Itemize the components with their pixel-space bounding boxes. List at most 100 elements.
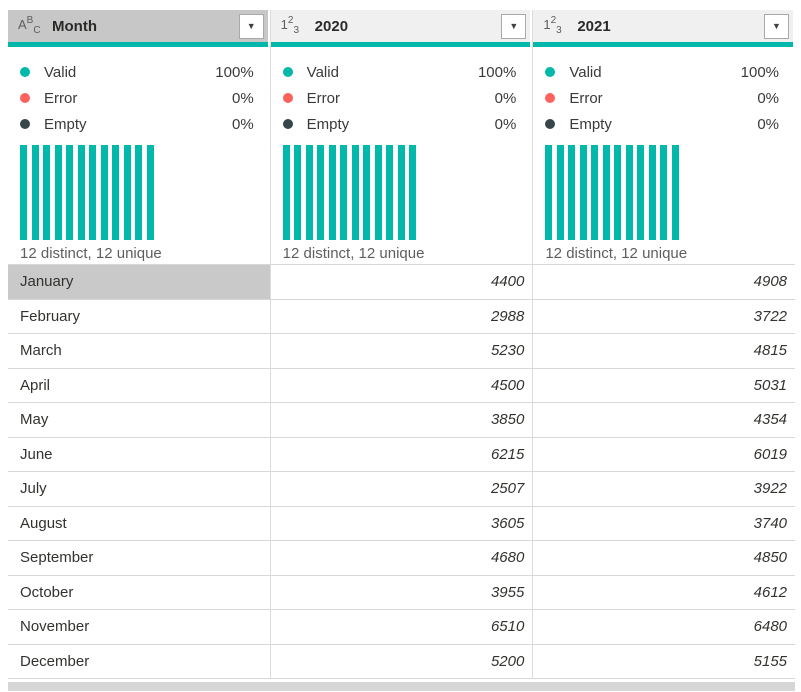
quality-label: Empty bbox=[306, 115, 350, 133]
value-distribution-chart[interactable] bbox=[545, 145, 795, 240]
filter-dropdown-button[interactable]: ▼ bbox=[764, 13, 790, 39]
quality-row: Valid 100% bbox=[8, 59, 270, 85]
distinct-unique-note: 12 distinct, 12 unique bbox=[20, 245, 162, 262]
value-distribution-chart[interactable] bbox=[282, 145, 533, 240]
value-cell-2021[interactable]: 6019 bbox=[533, 438, 796, 472]
status-dot-icon bbox=[282, 67, 293, 77]
value-cell-2020[interactable]: 6510 bbox=[270, 610, 533, 645]
column-accent-bar bbox=[8, 42, 270, 47]
distribution-bar bbox=[351, 145, 359, 240]
month-cell[interactable]: June bbox=[8, 438, 270, 472]
value-cells-2020: 4400 2988 5230 4500 3850 6215 2507 3605 4680 3955… bbox=[270, 264, 533, 679]
quality-list: Valid 100% Error 0% Empty 0% bbox=[8, 47, 270, 137]
quality-row: Error 0% bbox=[533, 85, 795, 111]
value-cell-2021[interactable]: 4612 bbox=[533, 576, 796, 610]
value-cell-2020[interactable]: 5200 bbox=[270, 645, 533, 679]
value-cell-2021[interactable]: 4850 bbox=[533, 541, 796, 576]
value-cell-2021[interactable]: 3740 bbox=[533, 507, 796, 541]
value-cell-2020[interactable]: 2507 bbox=[270, 472, 533, 507]
distribution-bar bbox=[363, 145, 371, 240]
value-cell-2020[interactable]: 3605 bbox=[270, 507, 533, 541]
value-cell-2021[interactable]: 5155 bbox=[533, 645, 796, 679]
value-cell-2021[interactable]: 3722 bbox=[533, 300, 796, 334]
quality-label: Valid bbox=[306, 63, 339, 81]
quality-percent: 0% bbox=[231, 89, 254, 107]
value-cell-2021[interactable]: 5031 bbox=[533, 369, 796, 403]
distribution-bar bbox=[294, 145, 302, 240]
value-cell-2021[interactable]: 6480 bbox=[533, 610, 796, 645]
quality-percent: 0% bbox=[757, 115, 780, 133]
distribution-bar bbox=[637, 145, 645, 240]
month-cell[interactable]: November bbox=[8, 610, 270, 645]
distinct-unique-note: 12 distinct, 12 unique bbox=[282, 245, 425, 262]
value-cell-2020[interactable]: 6215 bbox=[270, 438, 533, 472]
chevron-down-icon: ▼ bbox=[772, 20, 781, 31]
month-cell[interactable]: May bbox=[8, 403, 270, 438]
distribution-bar bbox=[282, 145, 290, 240]
status-dot-icon bbox=[282, 93, 293, 103]
column-title: 2021 bbox=[577, 17, 611, 35]
distribution-bar bbox=[556, 145, 564, 240]
value-cell-2021[interactable]: 4908 bbox=[533, 265, 796, 300]
month-cell[interactable]: October bbox=[8, 576, 270, 610]
value-cells-2021: 4908 3722 4815 5031 4354 6019 3922 3740 4850 4612… bbox=[533, 264, 796, 679]
distribution-bar bbox=[123, 145, 131, 240]
value-cell-2020[interactable]: 3955 bbox=[270, 576, 533, 610]
quality-percent: 100% bbox=[740, 63, 780, 81]
column-header-month[interactable]: ABC Month ▼ bbox=[8, 10, 270, 42]
quality-percent: 0% bbox=[757, 89, 780, 107]
column-header-2020[interactable]: 123 2020 ▼ bbox=[270, 10, 533, 42]
month-cell[interactable]: July bbox=[8, 472, 270, 507]
value-cell-2021[interactable]: 4354 bbox=[533, 403, 796, 438]
distribution-bar bbox=[54, 145, 62, 240]
filter-dropdown-button[interactable]: ▼ bbox=[501, 13, 527, 39]
status-dot-icon bbox=[545, 67, 556, 77]
distribution-bar bbox=[305, 145, 313, 240]
column-accent-bar bbox=[533, 42, 796, 47]
distribution-bar bbox=[340, 145, 348, 240]
quality-label: Error bbox=[569, 89, 603, 107]
distribution-bar bbox=[614, 145, 622, 240]
month-cell[interactable]: September bbox=[8, 541, 270, 576]
quality-row: Valid 100% bbox=[533, 59, 795, 85]
status-dot-icon bbox=[545, 93, 556, 103]
distribution-bar bbox=[386, 145, 394, 240]
column-quality-panel: Valid 100% Error 0% Empty 0% 12 distinct… bbox=[533, 47, 796, 264]
distribution-bar bbox=[579, 145, 587, 240]
text-type-icon: ABC bbox=[18, 15, 41, 36]
value-cell-2020[interactable]: 5230 bbox=[270, 334, 533, 369]
column-quality-panel: Valid 100% Error 0% Empty 0% 12 distinct… bbox=[270, 47, 533, 264]
month-cell[interactable]: April bbox=[8, 369, 270, 403]
distribution-bar bbox=[409, 145, 417, 240]
filter-dropdown-button[interactable]: ▼ bbox=[238, 13, 264, 39]
status-dot-icon bbox=[545, 119, 556, 129]
horizontal-scrollbar[interactable] bbox=[8, 682, 795, 691]
value-cell-2020[interactable]: 2988 bbox=[270, 300, 533, 334]
quality-percent: 0% bbox=[231, 115, 254, 133]
quality-list: Valid 100% Error 0% Empty 0% bbox=[271, 47, 533, 137]
value-cell-2021[interactable]: 3922 bbox=[533, 472, 796, 507]
value-cell-2020[interactable]: 3850 bbox=[270, 403, 533, 438]
column-month: ABC Month ▼ Valid 100% Error 0% bbox=[8, 10, 271, 679]
column-header-2021[interactable]: 123 2021 ▼ bbox=[533, 10, 796, 42]
month-cell[interactable]: August bbox=[8, 507, 270, 541]
month-cell[interactable]: December bbox=[8, 645, 270, 679]
value-cell-2020[interactable]: 4500 bbox=[270, 369, 533, 403]
value-cell-2020[interactable]: 4680 bbox=[270, 541, 533, 576]
chevron-down-icon: ▼ bbox=[246, 20, 256, 31]
distribution-bar bbox=[328, 145, 336, 240]
distribution-bar bbox=[112, 145, 119, 240]
value-distribution-chart[interactable] bbox=[20, 145, 270, 240]
month-cell[interactable]: February bbox=[8, 300, 270, 334]
quality-row: Valid 100% bbox=[271, 59, 533, 85]
distribution-bar bbox=[374, 145, 382, 240]
quality-percent: 0% bbox=[494, 89, 517, 107]
month-cell[interactable]: January bbox=[8, 265, 270, 300]
distribution-bar bbox=[89, 145, 96, 240]
value-cell-2021[interactable]: 4815 bbox=[533, 334, 796, 369]
quality-row: Error 0% bbox=[8, 85, 270, 111]
month-cell[interactable]: March bbox=[8, 334, 270, 369]
number-type-icon: 123 bbox=[280, 15, 300, 36]
value-cell-2020[interactable]: 4400 bbox=[270, 265, 533, 300]
distribution-bar bbox=[545, 145, 553, 240]
